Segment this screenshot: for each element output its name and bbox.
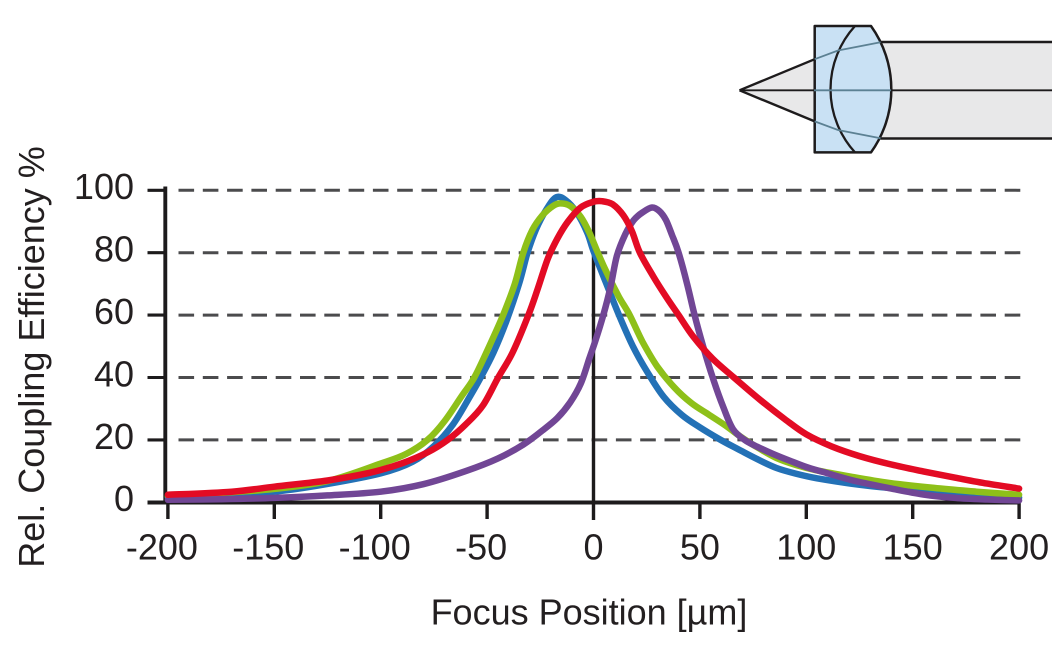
svg-text:-150: -150 <box>232 527 304 568</box>
svg-text:-100: -100 <box>339 527 411 568</box>
svg-text:-200: -200 <box>126 527 198 568</box>
svg-text:Rel. Coupling Efficiency %: Rel. Coupling Efficiency % <box>11 146 52 568</box>
svg-text:0: 0 <box>583 527 603 568</box>
svg-text:-50: -50 <box>455 527 507 568</box>
svg-text:80: 80 <box>94 229 134 270</box>
svg-text:100: 100 <box>776 527 836 568</box>
svg-text:20: 20 <box>94 416 134 457</box>
svg-text:Focus Position [µm]: Focus Position [µm] <box>431 591 748 632</box>
svg-text:100: 100 <box>74 166 134 207</box>
svg-text:50: 50 <box>680 527 720 568</box>
svg-text:200: 200 <box>989 527 1049 568</box>
svg-text:0: 0 <box>114 478 134 519</box>
svg-text:60: 60 <box>94 291 134 332</box>
svg-text:150: 150 <box>883 527 943 568</box>
svg-text:40: 40 <box>94 353 134 394</box>
